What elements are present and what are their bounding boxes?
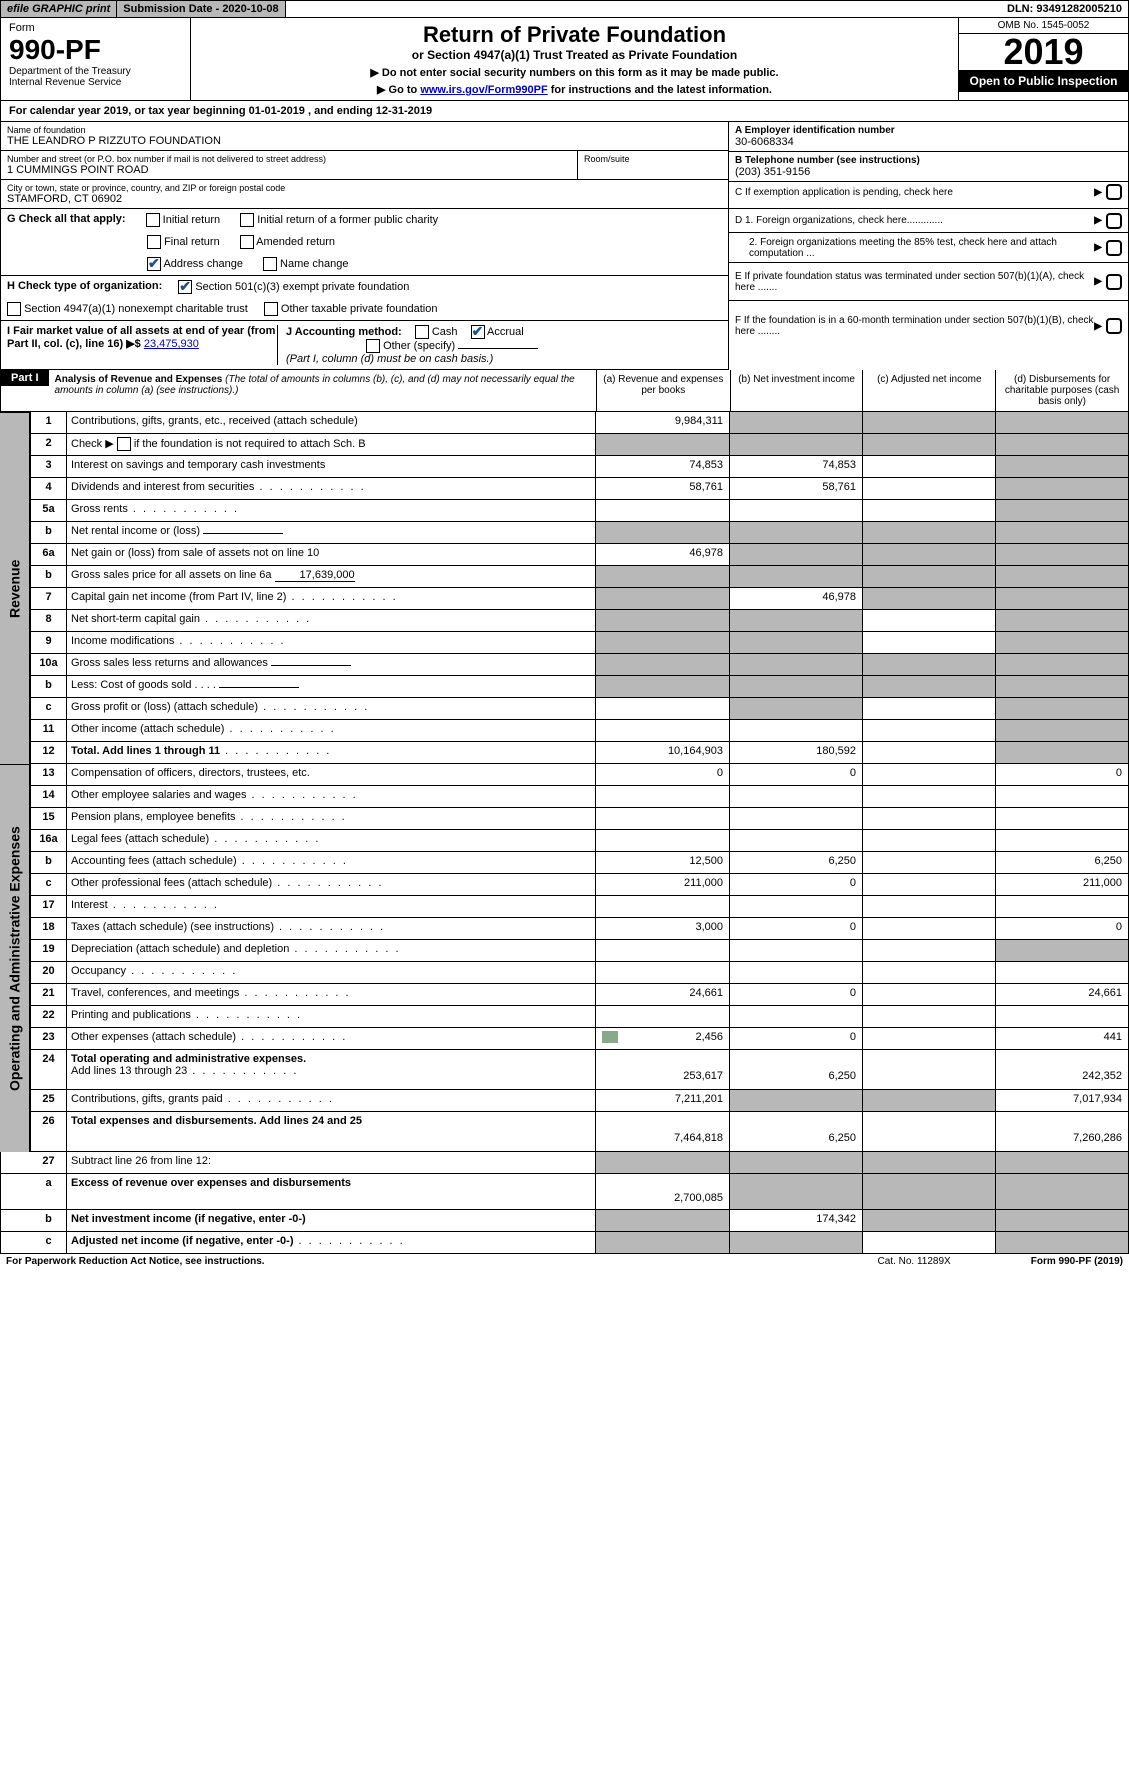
note-goto: ▶ Go to www.irs.gov/Form990PF for instru…: [195, 83, 954, 96]
irs-link[interactable]: www.irs.gov/Form990PF: [420, 84, 547, 96]
f-checkbox[interactable]: [1106, 318, 1122, 334]
efile-print-btn[interactable]: efile GRAPHIC print: [1, 1, 117, 17]
chk-4947[interactable]: [7, 302, 21, 316]
submission-date: Submission Date - 2020-10-08: [117, 1, 285, 17]
attach-icon[interactable]: [602, 1031, 618, 1043]
part1-header-row: Part I Analysis of Revenue and Expenses …: [0, 370, 1129, 412]
name-label: Name of foundation: [7, 125, 722, 135]
ein: 30-6068334: [735, 136, 1122, 148]
chk-501c3[interactable]: [178, 280, 192, 294]
chk-name-change[interactable]: [263, 257, 277, 271]
form-ref: Form 990-PF (2019): [1031, 1256, 1123, 1267]
top-bar: efile GRAPHIC print Submission Date - 20…: [0, 0, 1129, 18]
d1-checkbox[interactable]: [1106, 213, 1122, 229]
h-label: H Check type of organization:: [7, 280, 162, 294]
part1-badge: Part I: [1, 370, 49, 386]
form-title: Return of Private Foundation: [195, 22, 954, 48]
city-state-zip: STAMFORD, CT 06902: [7, 193, 722, 205]
street-address: 1 CUMMINGS POINT ROAD: [7, 164, 571, 176]
irs: Internal Revenue Service: [9, 77, 182, 88]
chk-addr-change[interactable]: [147, 257, 161, 271]
expenses-section: Operating and Administrative Expenses 13…: [0, 764, 1129, 1152]
form-number: 990-PF: [9, 34, 182, 66]
dln: DLN: 93491282005210: [1001, 1, 1128, 17]
d2-label: 2. Foreign organizations meeting the 85%…: [735, 237, 1094, 259]
foundation-info: Name of foundation THE LEANDRO P RIZZUTO…: [0, 122, 1129, 209]
chk-initial[interactable]: [146, 213, 160, 227]
chk-sch-b[interactable]: [117, 437, 131, 451]
pra-notice: For Paperwork Reduction Act Notice, see …: [6, 1256, 265, 1267]
page-footer: For Paperwork Reduction Act Notice, see …: [0, 1254, 1129, 1269]
foundation-name: THE LEANDRO P RIZZUTO FOUNDATION: [7, 135, 722, 147]
phone: (203) 351-9156: [735, 166, 1122, 178]
e-label: E If private foundation status was termi…: [735, 271, 1094, 293]
g-label: G Check all that apply:: [7, 213, 126, 227]
city-label: City or town, state or province, country…: [7, 183, 722, 193]
form-word: Form: [9, 22, 182, 34]
form-subtitle: or Section 4947(a)(1) Trust Treated as P…: [195, 48, 954, 62]
c-checkbox[interactable]: [1106, 184, 1122, 200]
chk-accrual[interactable]: [471, 325, 485, 339]
room-label: Room/suite: [584, 154, 722, 164]
i-section: I Fair market value of all assets at end…: [0, 321, 729, 370]
h-section: H Check type of organization: Section 50…: [0, 276, 729, 321]
g-section: G Check all that apply: Initial return I…: [0, 209, 729, 276]
chk-other-taxable[interactable]: [264, 302, 278, 316]
c-exemption-label: C If exemption application is pending, c…: [735, 187, 1094, 198]
d1-label: D 1. Foreign organizations, check here..…: [735, 215, 1094, 226]
f-label: F If the foundation is in a 60-month ter…: [735, 315, 1094, 337]
chk-initial-former[interactable]: [240, 213, 254, 227]
ein-label: A Employer identification number: [735, 125, 1122, 136]
open-to-public: Open to Public Inspection: [959, 70, 1128, 92]
dept: Department of the Treasury: [9, 66, 182, 77]
col-b-hdr: (b) Net investment income: [730, 370, 863, 411]
col-d-hdr: (d) Disbursements for charitable purpose…: [995, 370, 1128, 411]
e-checkbox[interactable]: [1106, 274, 1122, 290]
chk-other-method[interactable]: [366, 339, 380, 353]
chk-final[interactable]: [147, 235, 161, 249]
tax-year: 2019: [959, 34, 1128, 70]
note-ssn: ▶ Do not enter social security numbers o…: [195, 66, 954, 79]
col-a-hdr: (a) Revenue and expenses per books: [596, 370, 730, 411]
addr-label: Number and street (or P.O. box number if…: [7, 154, 571, 164]
chk-cash[interactable]: [415, 325, 429, 339]
revenue-side-label: Revenue: [0, 412, 30, 764]
calendar-year: For calendar year 2019, or tax year begi…: [0, 101, 1129, 122]
form-header: Form 990-PF Department of the Treasury I…: [0, 18, 1129, 101]
d2-checkbox[interactable]: [1106, 240, 1122, 256]
col-c-hdr: (c) Adjusted net income: [862, 370, 995, 411]
expenses-side-label: Operating and Administrative Expenses: [0, 764, 30, 1152]
revenue-section: Revenue 1Contributions, gifts, grants, e…: [0, 412, 1129, 764]
chk-amended[interactable]: [240, 235, 254, 249]
fmv-link[interactable]: 23,475,930: [144, 338, 199, 350]
cat-no: Cat. No. 11289X: [878, 1256, 951, 1267]
phone-label: B Telephone number (see instructions): [735, 155, 1122, 166]
